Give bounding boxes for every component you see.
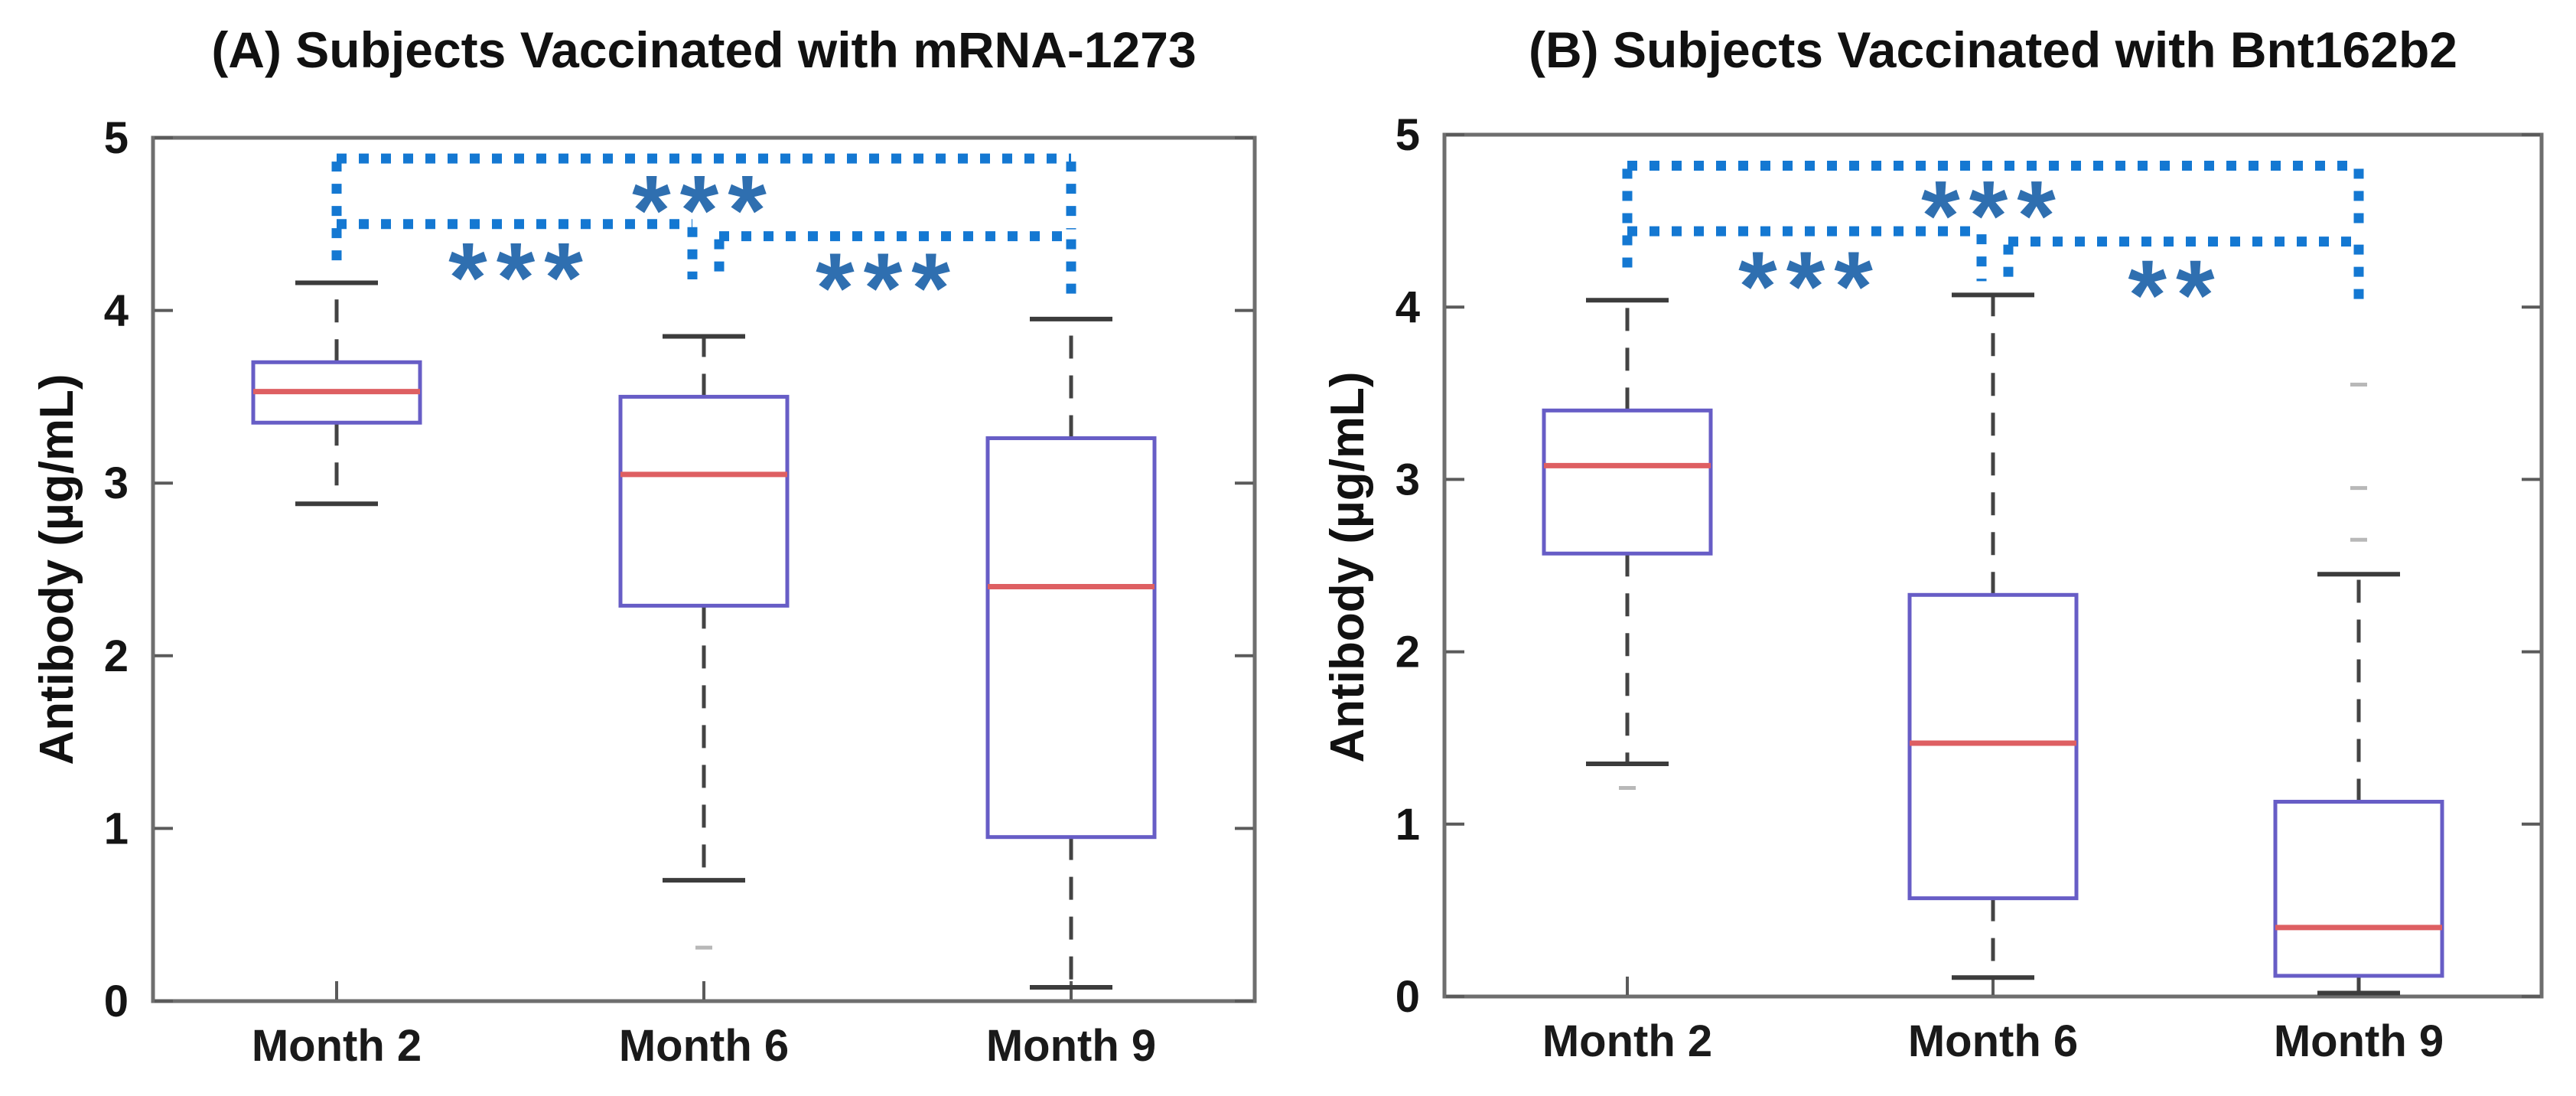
significance-stars: *** [1921,160,2065,272]
y-tick-label: 4 [1395,282,1420,332]
significance-stars: *** [448,221,592,333]
significance-stars: *** [1738,230,1882,342]
plot-frame [151,135,1257,1003]
box-month-2 [1542,408,1713,556]
panel-a-graphics: 0 1 2 3 4 5 Month 2 Month 6 Month 9 *** *** *** [104,113,1257,1071]
box-month-9 [985,436,1157,840]
x-tick-label: Month 6 [619,1021,789,1071]
x-tick-label: Month 2 [1542,1016,1712,1066]
y-tick-label: 0 [1395,972,1420,1022]
y-tick-label: 1 [104,804,129,853]
x-tick-label: Month 2 [252,1021,422,1071]
significance-stars: *** [816,232,959,344]
box-month-6 [1907,592,2079,901]
x-tick-label: Month 9 [2274,1016,2444,1066]
y-tick-label: 4 [104,286,129,336]
significance-stars: ** [2128,239,2223,351]
y-tick-label: 0 [104,977,129,1026]
y-tick-label: 5 [1395,110,1420,160]
y-tick-label: 2 [1395,628,1420,677]
significance-stars: *** [632,154,776,266]
x-tick-label: Month 9 [986,1021,1156,1071]
panel-b-y-axis-label: Antibody (µg/mL) [1321,372,1374,763]
panel-b-title: (B) Subjects Vaccinated with Bnt162b2 [1529,21,2457,78]
panel-a-y-axis-label: Antibody (µg/mL) [31,374,83,765]
y-tick-label: 3 [1395,455,1420,504]
box-month-9 [2273,800,2444,978]
panel-a-title: (A) Subjects Vaccinated with mRNA-1273 [211,21,1196,78]
y-tick-label: 5 [104,113,129,163]
x-tick-label: Month 6 [1908,1016,2078,1066]
y-tick-label: 3 [104,458,129,508]
y-tick-label: 1 [1395,800,1420,850]
y-tick-label: 2 [104,631,129,681]
box-month-6 [618,394,790,608]
plot-frame [1442,132,2544,999]
